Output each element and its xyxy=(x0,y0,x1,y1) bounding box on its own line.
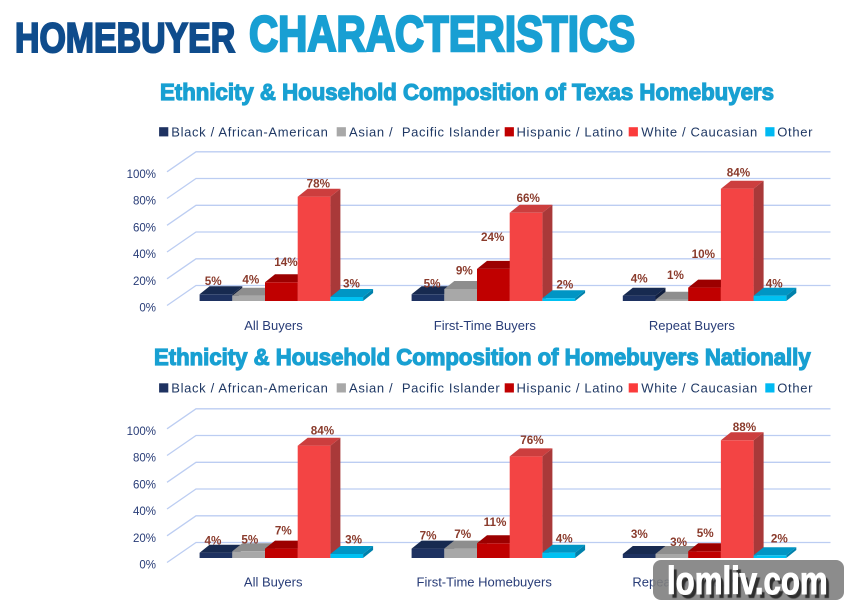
svg-text:14%: 14% xyxy=(274,256,298,269)
svg-text:Hispanic / Latino: Hispanic / Latino xyxy=(517,381,624,396)
svg-text:3%: 3% xyxy=(631,528,649,541)
svg-text:All Buyers: All Buyers xyxy=(244,574,303,589)
svg-text:7%: 7% xyxy=(420,530,438,543)
svg-text:3%: 3% xyxy=(345,534,363,547)
svg-text:Other: Other xyxy=(777,124,813,139)
svg-text:40%: 40% xyxy=(133,506,156,518)
svg-text:5%: 5% xyxy=(205,275,223,288)
svg-text:84%: 84% xyxy=(727,167,751,180)
svg-text:11%: 11% xyxy=(484,516,507,529)
svg-text:First-Time Homebuyers: First-Time Homebuyers xyxy=(417,574,553,589)
svg-text:10%: 10% xyxy=(692,248,716,261)
svg-text:0%: 0% xyxy=(139,560,156,572)
svg-text:100%: 100% xyxy=(127,426,156,438)
svg-text:78%: 78% xyxy=(307,178,331,191)
svg-text:5%: 5% xyxy=(424,277,442,290)
svg-text:White / Caucasian: White / Caucasian xyxy=(641,381,758,396)
svg-text:All Buyers: All Buyers xyxy=(244,318,303,333)
svg-text:4%: 4% xyxy=(766,277,784,290)
svg-text:First-Time Buyers: First-Time Buyers xyxy=(434,318,537,333)
svg-text:80%: 80% xyxy=(133,196,156,208)
svg-text:24%: 24% xyxy=(481,231,505,244)
svg-text:2%: 2% xyxy=(556,278,574,291)
svg-text:20%: 20% xyxy=(133,276,156,288)
svg-text:0%: 0% xyxy=(139,303,156,315)
svg-text:2%: 2% xyxy=(771,533,789,546)
svg-text:9%: 9% xyxy=(456,264,474,277)
svg-text:Black / African-American: Black / African-American xyxy=(171,124,328,139)
svg-text:60%: 60% xyxy=(133,223,156,235)
svg-text:5%: 5% xyxy=(241,534,259,547)
svg-text:80%: 80% xyxy=(133,453,156,465)
svg-text:76%: 76% xyxy=(520,434,544,447)
svg-text:66%: 66% xyxy=(516,192,540,205)
svg-text:100%: 100% xyxy=(127,169,156,181)
svg-text:Repeat Buyers: Repeat Buyers xyxy=(649,318,735,333)
svg-text:7%: 7% xyxy=(275,524,293,537)
svg-text:1%: 1% xyxy=(667,269,685,282)
svg-text:White / Caucasian: White / Caucasian xyxy=(641,124,758,139)
svg-text:40%: 40% xyxy=(133,249,156,261)
svg-text:Black / African-American: Black / African-American xyxy=(171,381,328,396)
svg-text:Other: Other xyxy=(777,381,813,396)
svg-text:88%: 88% xyxy=(733,421,757,434)
svg-text:60%: 60% xyxy=(133,480,156,492)
svg-text:4%: 4% xyxy=(242,274,260,287)
svg-text:20%: 20% xyxy=(133,533,156,545)
svg-text:3%: 3% xyxy=(343,278,361,291)
svg-text:7%: 7% xyxy=(454,528,472,541)
svg-text:Asian / Pacific Islander: Asian / Pacific Islander xyxy=(349,381,500,396)
svg-text:3%: 3% xyxy=(670,536,688,549)
svg-text:5%: 5% xyxy=(697,527,715,540)
svg-text:84%: 84% xyxy=(311,424,335,437)
svg-text:4%: 4% xyxy=(205,535,223,548)
svg-text:Asian / Pacific Islander: Asian / Pacific Islander xyxy=(349,124,500,139)
svg-text:4%: 4% xyxy=(556,533,574,546)
svg-text:4%: 4% xyxy=(631,273,649,286)
svg-text:Hispanic / Latino: Hispanic / Latino xyxy=(517,124,624,139)
